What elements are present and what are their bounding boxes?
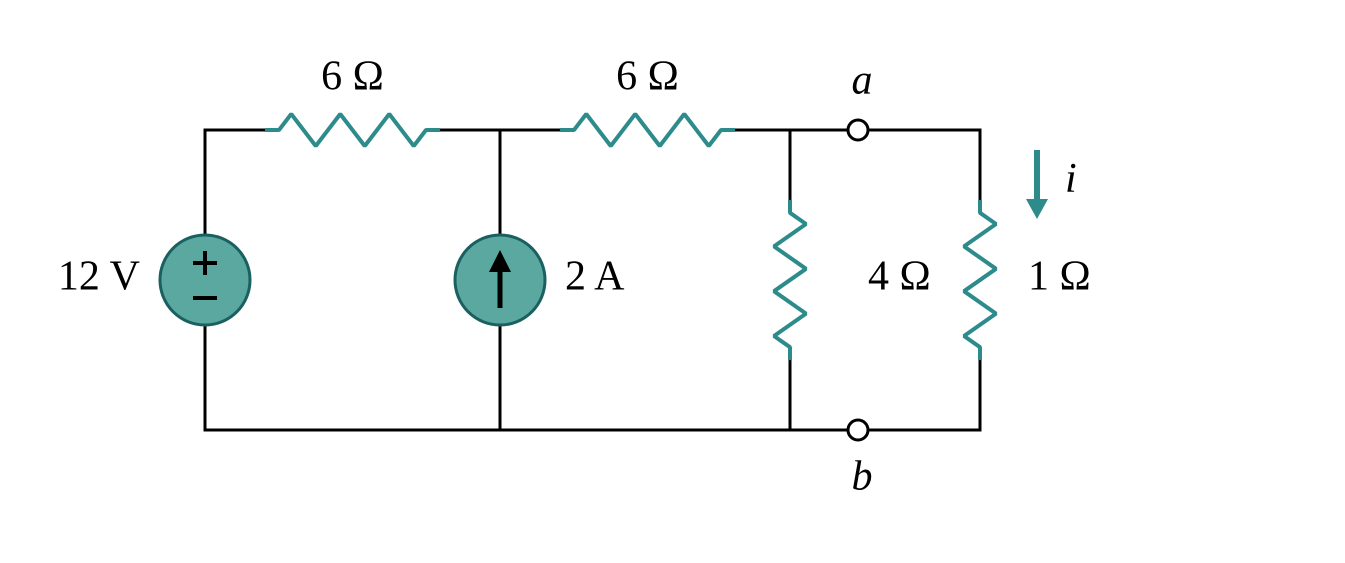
svg-text:a: a [852, 58, 873, 104]
svg-text:b: b [852, 454, 873, 500]
circuit-diagram: 6 Ω 6 Ω 4 Ω 1 Ω 12 V 2 A a b i [0, 0, 1345, 563]
svg-text:6 Ω: 6 Ω [321, 54, 384, 100]
svg-text:4 Ω: 4 Ω [868, 254, 931, 300]
svg-text:6 Ω: 6 Ω [616, 54, 679, 100]
svg-text:i: i [1065, 156, 1077, 202]
svg-text:12 V: 12 V [58, 254, 140, 300]
svg-text:2 A: 2 A [565, 254, 625, 300]
svg-text:1 Ω: 1 Ω [1028, 254, 1091, 300]
